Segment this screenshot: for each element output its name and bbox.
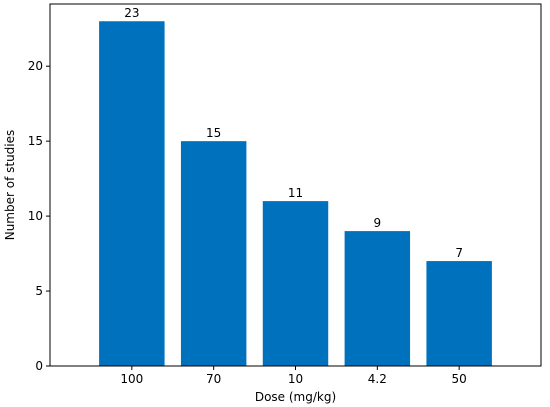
x-tick-label-0: 100 [120, 372, 143, 386]
bar-3 [344, 231, 411, 366]
data-labels-group: 23 15 11 9 7 [124, 6, 463, 260]
y-tick-label-2: 10 [28, 209, 43, 223]
x-tick-label-1: 70 [206, 372, 221, 386]
data-label-1: 15 [206, 126, 221, 140]
bar-1 [180, 141, 247, 366]
bar-2 [262, 201, 329, 366]
data-label-3: 9 [374, 216, 382, 230]
x-tick-label-3: 4.2 [368, 372, 387, 386]
x-tick-label-2: 10 [288, 372, 303, 386]
y-tick-label-4: 20 [28, 59, 43, 73]
y-axis-ticks: 0 5 10 15 20 [28, 59, 50, 373]
y-tick-label-0: 0 [35, 359, 43, 373]
x-axis-ticks: 100 70 10 4.2 50 [120, 366, 467, 386]
plot-frame [49, 3, 542, 367]
y-axis-label: Number of studies [3, 130, 17, 241]
x-tick-label-4: 50 [452, 372, 467, 386]
bar-0 [99, 21, 165, 366]
data-label-4: 7 [455, 246, 463, 260]
bars-group [99, 21, 492, 366]
data-label-2: 11 [288, 186, 303, 200]
bar-4 [426, 261, 492, 366]
y-tick-label-3: 15 [28, 134, 43, 148]
data-label-0: 23 [124, 6, 139, 20]
y-tick-label-1: 5 [35, 284, 43, 298]
x-axis-label: Dose (mg/kg) [255, 390, 336, 404]
